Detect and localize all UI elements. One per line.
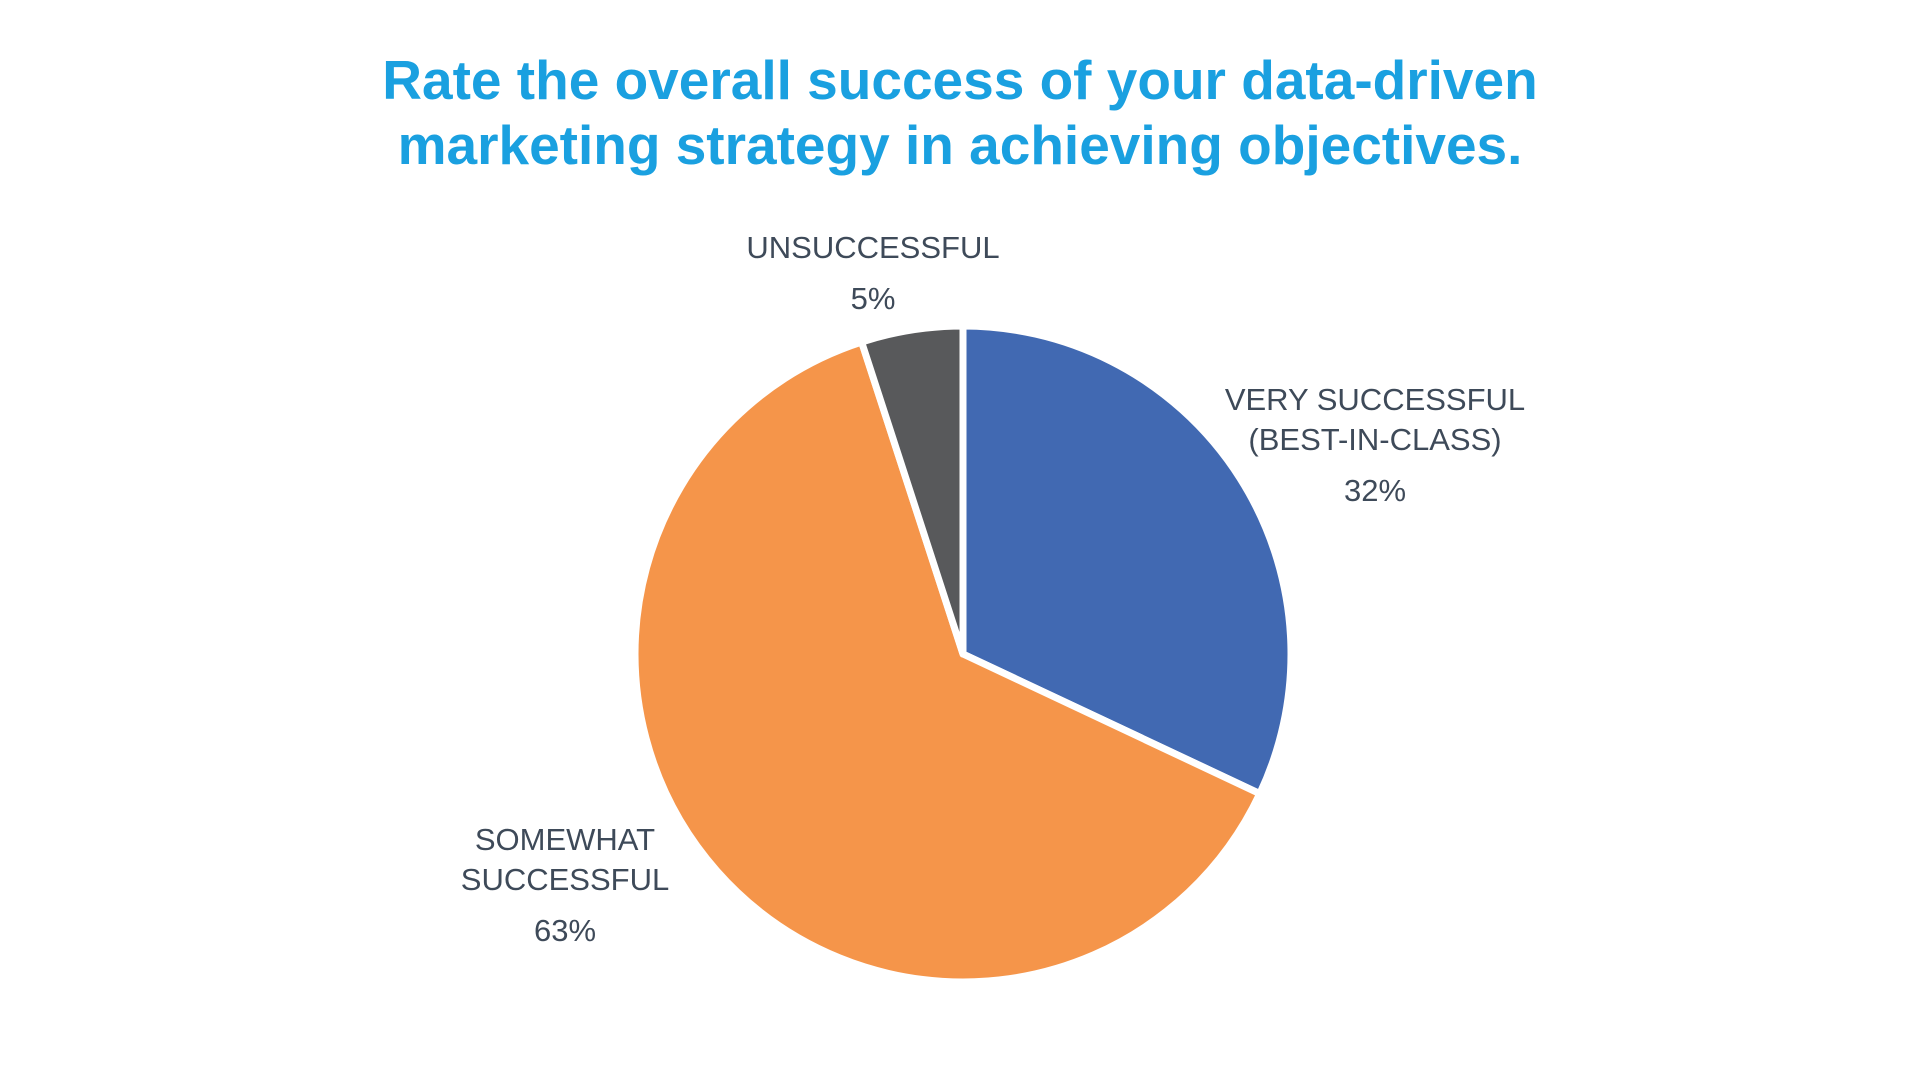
slice-label-very-successful-name: VERY SUCCESSFUL (BEST-IN-CLASS) <box>1224 382 1526 457</box>
slice-label-very-successful: VERY SUCCESSFUL (BEST-IN-CLASS) 32% <box>1205 380 1545 511</box>
slice-label-unsuccessful: UNSUCCESSFUL 5% <box>733 228 1013 319</box>
slice-label-very-successful-pct: 32% <box>1343 473 1407 508</box>
pie-chart <box>631 322 1295 986</box>
slice-label-somewhat-successful-pct: 63% <box>533 913 597 948</box>
slice-label-unsuccessful-name: UNSUCCESSFUL <box>746 230 1000 265</box>
pie-slice-very-successful <box>959 322 1295 798</box>
slice-label-somewhat-successful-name: SOMEWHAT SUCCESSFUL <box>460 822 670 897</box>
slice-label-somewhat-successful: SOMEWHAT SUCCESSFUL 63% <box>415 820 715 951</box>
slice-label-unsuccessful-pct: 5% <box>850 281 896 316</box>
pie-slice-somewhat-successful <box>631 338 1264 986</box>
chart-title: Rate the overall success of your data-dr… <box>382 49 1538 176</box>
pie-slice-unsuccessful <box>858 322 967 658</box>
